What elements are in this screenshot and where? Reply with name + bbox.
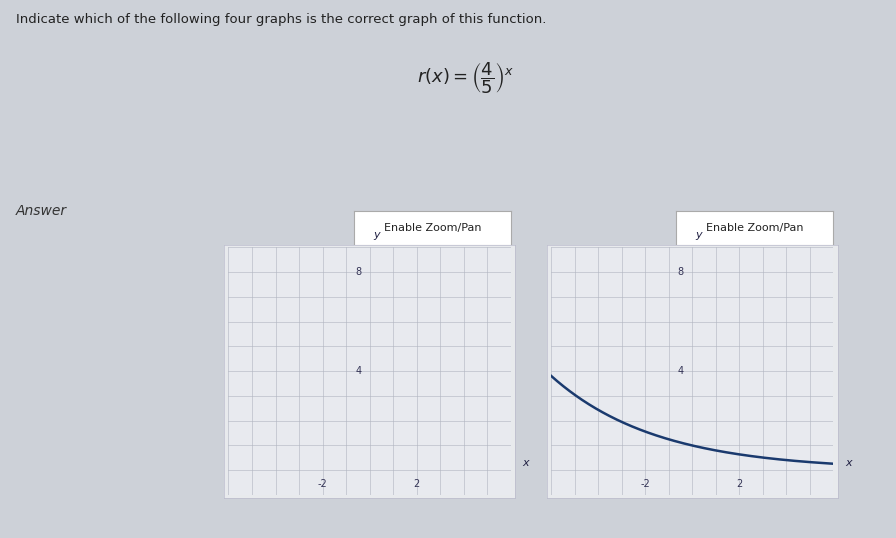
Text: x: x — [845, 458, 852, 468]
Text: 8: 8 — [355, 267, 361, 277]
Text: Enable Zoom/Pan: Enable Zoom/Pan — [706, 223, 804, 233]
Text: Indicate which of the following four graphs is the correct graph of this functio: Indicate which of the following four gra… — [16, 13, 547, 26]
Text: Enable Zoom/Pan: Enable Zoom/Pan — [383, 223, 481, 233]
Text: x: x — [522, 458, 530, 468]
Text: 2: 2 — [737, 479, 742, 489]
Text: Answer: Answer — [16, 204, 67, 218]
Text: 8: 8 — [677, 267, 684, 277]
Text: 2: 2 — [414, 479, 419, 489]
Text: -2: -2 — [641, 479, 650, 489]
Text: 4: 4 — [355, 366, 361, 376]
Text: -2: -2 — [318, 479, 327, 489]
Text: y: y — [373, 230, 380, 240]
Text: y: y — [695, 230, 702, 240]
Text: $r(x) = \left(\dfrac{4}{5}\right)^x$: $r(x) = \left(\dfrac{4}{5}\right)^x$ — [418, 60, 514, 96]
Text: 4: 4 — [677, 366, 684, 376]
